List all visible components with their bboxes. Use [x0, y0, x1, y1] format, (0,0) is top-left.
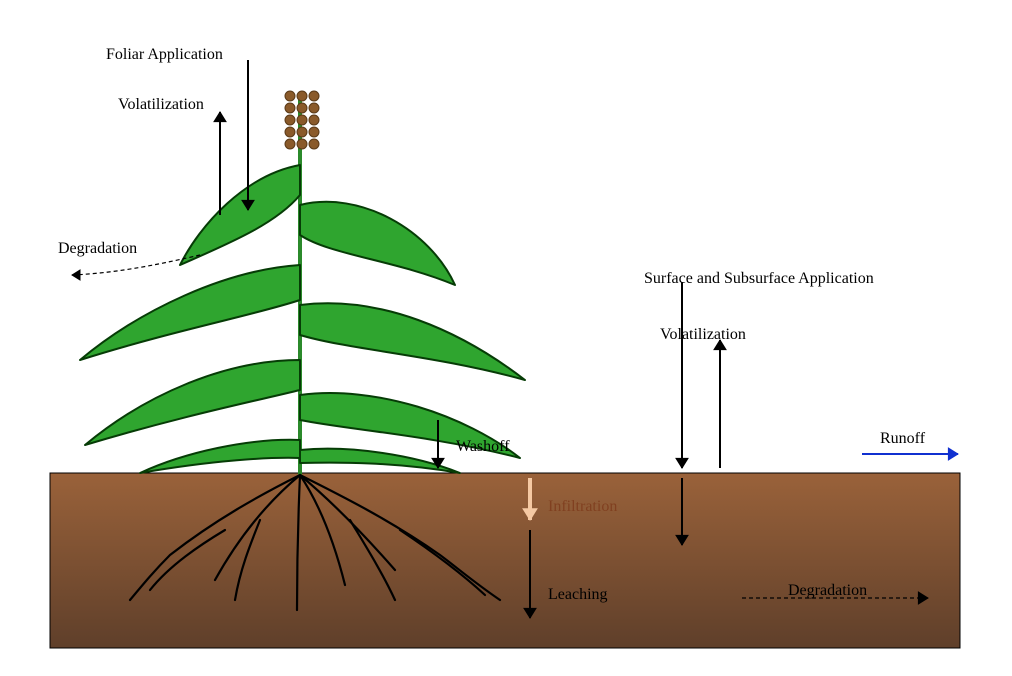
label-volatilization-plant: Volatilization — [118, 96, 204, 114]
soil-block — [50, 473, 960, 648]
label-degradation-plant: Degradation — [58, 240, 137, 258]
label-foliar-application: Foliar Application — [106, 46, 223, 64]
label-infiltration: Infiltration — [548, 498, 617, 516]
plant-seed-head — [285, 91, 319, 149]
label-washoff: Washoff — [456, 438, 510, 456]
label-volatilization-soil: Volatilization — [660, 326, 746, 344]
label-surface-subsurface: Surface and Subsurface Application — [644, 270, 874, 288]
label-leaching: Leaching — [548, 586, 608, 604]
label-degradation-soil: Degradation — [788, 582, 867, 600]
pesticide-fate-diagram: Foliar Application Volatilization Degrad… — [0, 0, 1012, 676]
plant-leaves — [80, 165, 525, 473]
label-runoff: Runoff — [880, 430, 925, 448]
